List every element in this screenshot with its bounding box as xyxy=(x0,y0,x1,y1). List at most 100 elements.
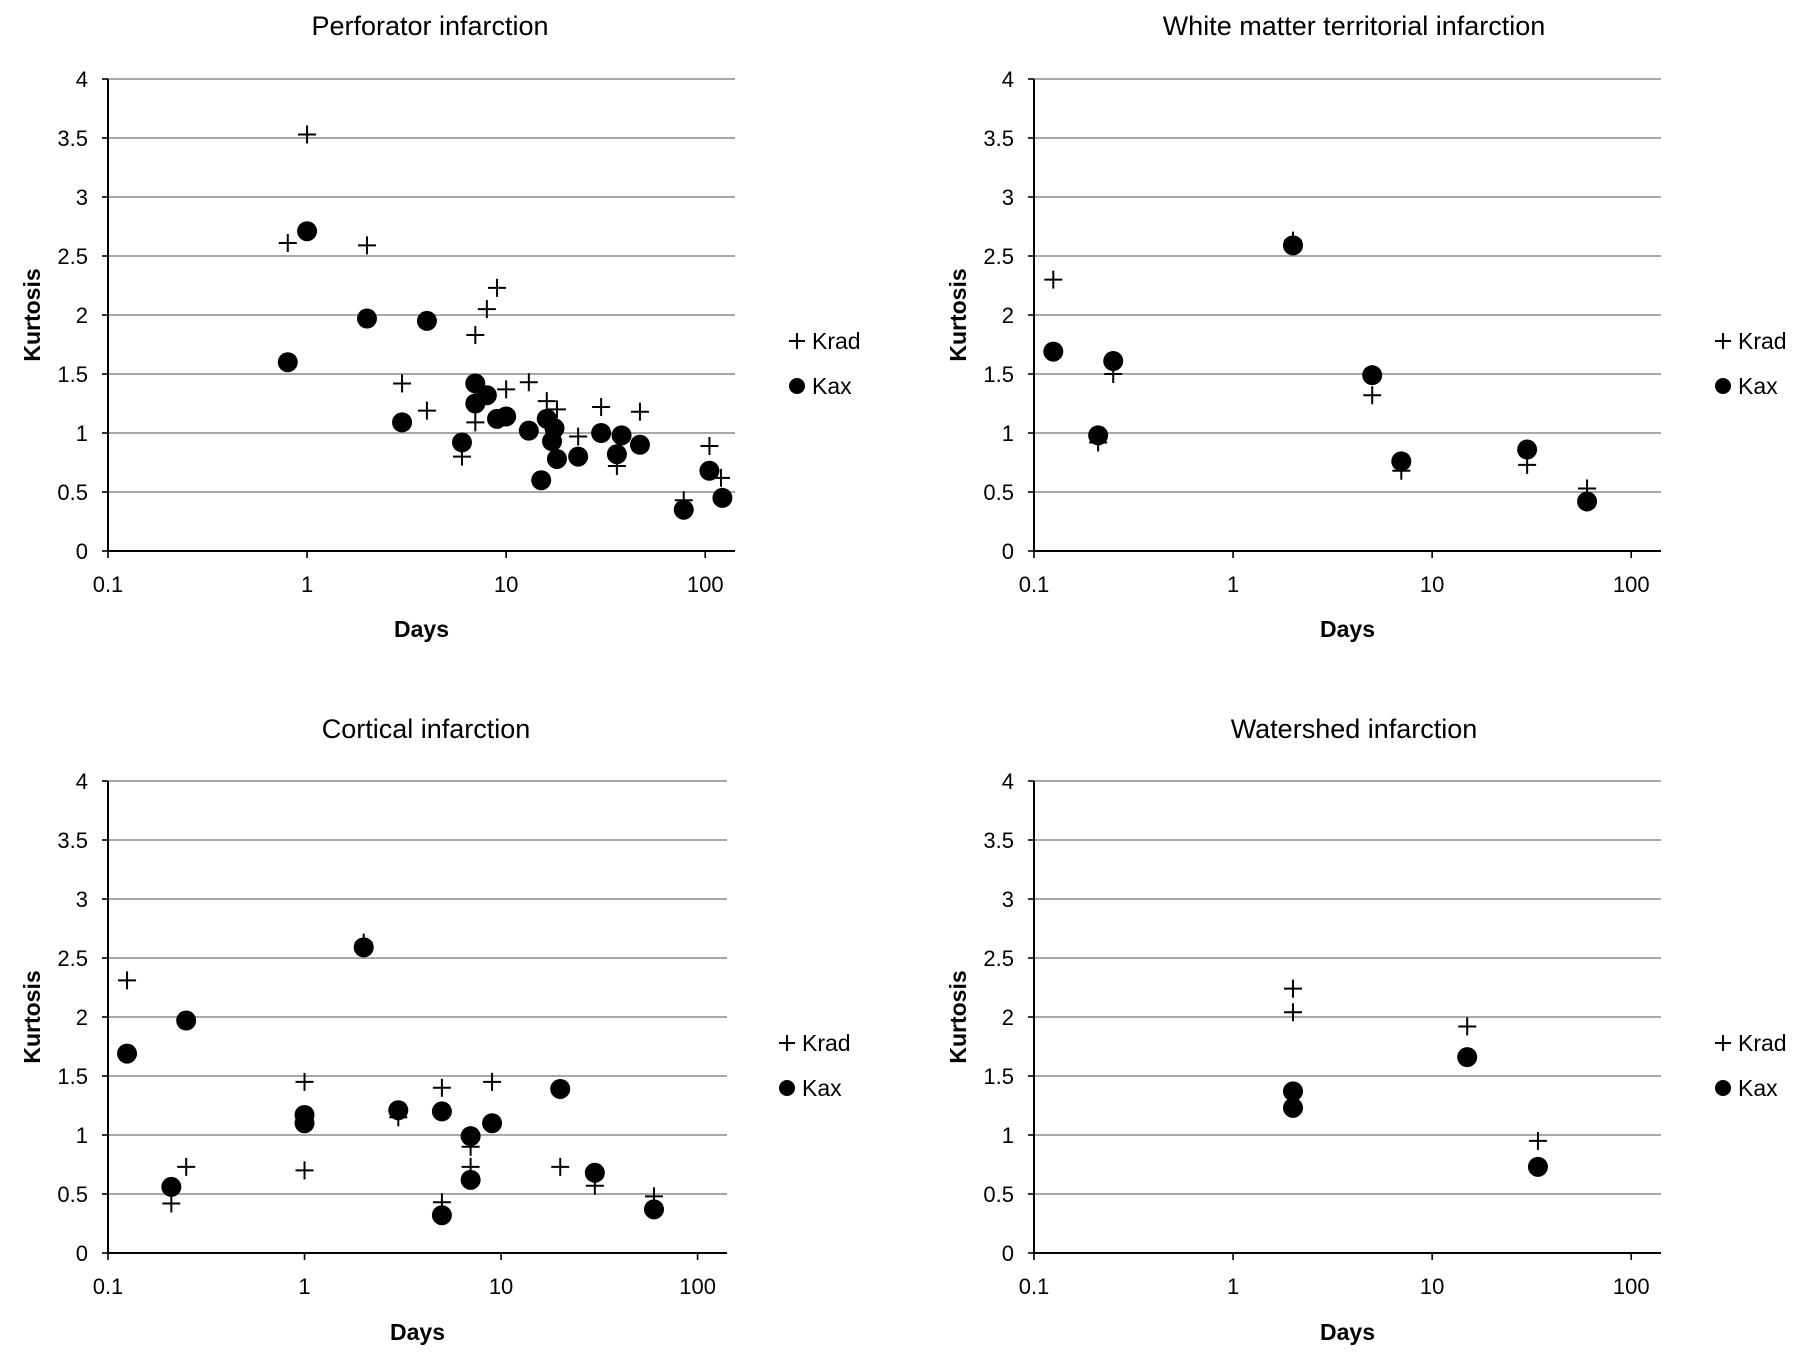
data-point-kax xyxy=(606,444,627,465)
y-tick-label: 3.5 xyxy=(57,126,88,151)
y-tick-label: 0 xyxy=(76,539,88,564)
y-tick-label: 3.5 xyxy=(983,126,1014,151)
data-point-krad xyxy=(700,436,719,455)
y-tick-label: 3.5 xyxy=(983,828,1014,853)
legend: Krad Kax xyxy=(789,328,861,399)
data-point-kax xyxy=(277,352,298,373)
y-tick-label: 2.5 xyxy=(983,244,1014,269)
data-point-kax xyxy=(476,385,497,406)
data-point-kax xyxy=(353,937,374,958)
chart-title: Perforator infarction xyxy=(311,11,548,41)
data-point-kax xyxy=(544,418,565,439)
x-tick-label: 0.1 xyxy=(93,1274,124,1299)
data-point-kax xyxy=(1282,1097,1303,1118)
data-point-kax xyxy=(460,1126,481,1147)
y-tick-label: 1.5 xyxy=(57,1064,88,1089)
y-tick-label: 3 xyxy=(76,185,88,210)
data-point-krad xyxy=(466,326,485,345)
legend-label: Krad xyxy=(1738,1030,1787,1056)
data-point-kax xyxy=(1517,439,1538,460)
data-point-kax xyxy=(1362,365,1383,386)
legend-item-kax: Kax xyxy=(1715,1075,1778,1101)
data-point-kax xyxy=(673,499,694,520)
data-point-krad xyxy=(537,392,556,411)
y-tick-label: 0.5 xyxy=(57,480,88,505)
legend-item-kax: Kax xyxy=(789,373,852,399)
data-point-kax xyxy=(416,310,437,331)
legend-label: Kax xyxy=(812,373,852,399)
data-point-kax xyxy=(712,487,733,508)
legend-item-krad: Krad xyxy=(789,328,861,354)
data-point-kax xyxy=(1282,235,1303,256)
data-point-krad xyxy=(1528,1131,1547,1150)
data-point-krad xyxy=(1283,1003,1302,1022)
x-tick-label: 0.1 xyxy=(1019,572,1050,597)
y-tick-label: 2.5 xyxy=(57,244,88,269)
y-tick-label: 1 xyxy=(76,421,88,446)
data-point-krad xyxy=(298,125,317,144)
y-tick-label: 4 xyxy=(1002,67,1014,92)
y-tick-label: 2 xyxy=(76,1005,88,1030)
chart-panel-1: Perforator infarction 0 0.5 1 1.5 2 2.5 3 3.5 4 0.… xyxy=(19,11,861,642)
data-point-krad xyxy=(1363,386,1382,405)
x-tick-label: 100 xyxy=(1613,1274,1650,1299)
legend-label: Krad xyxy=(1738,328,1787,354)
data-point-kax xyxy=(1088,425,1109,446)
y-tick-label: 4 xyxy=(1002,769,1014,794)
legend-marker-circle xyxy=(1715,1080,1731,1096)
data-point-kax xyxy=(643,1199,664,1220)
data-point-krad xyxy=(1044,270,1063,289)
legend: Krad Kax xyxy=(1715,1030,1787,1101)
data-point-kax xyxy=(388,1100,409,1121)
y-tick-label: 0.5 xyxy=(983,480,1014,505)
data-point-kax xyxy=(584,1162,605,1183)
chart-panel-4: Watershed infarction 0 0.5 1 1.5 2 2.5 3 3.5 4 0.1… xyxy=(945,714,1787,1345)
x-tick-label: 1 xyxy=(1227,1274,1239,1299)
x-axis-label: Days xyxy=(1320,1319,1375,1345)
x-tick-label: 1 xyxy=(298,1274,310,1299)
series-kax xyxy=(277,221,733,520)
data-point-kax xyxy=(1527,1156,1548,1177)
data-point-kax xyxy=(591,423,612,443)
data-point-kax xyxy=(1043,341,1064,362)
data-point-kax xyxy=(176,1010,197,1031)
legend-marker-circle xyxy=(789,378,805,394)
data-point-kax xyxy=(568,446,589,467)
y-tick-label: 2 xyxy=(1002,1005,1014,1030)
y-tick-label: 2 xyxy=(1002,303,1014,328)
chart-panel-2: White matter territorial infarction 0 0.5 1… xyxy=(945,11,1787,642)
y-tick-label: 3 xyxy=(1002,887,1014,912)
x-tick-label: 100 xyxy=(1613,572,1650,597)
legend-item-krad: Krad xyxy=(1715,1030,1787,1056)
data-point-krad xyxy=(569,427,588,446)
y-tick-label: 4 xyxy=(76,67,88,92)
legend: Krad Kax xyxy=(1715,328,1787,399)
data-point-krad xyxy=(466,413,485,432)
series-krad xyxy=(278,125,730,510)
data-point-kax xyxy=(117,1043,138,1064)
y-tick-label: 1 xyxy=(1002,421,1014,446)
data-point-kax xyxy=(294,1113,315,1134)
data-point-krad xyxy=(177,1157,196,1176)
series-krad xyxy=(1283,979,1547,1150)
data-point-kax xyxy=(518,420,539,441)
data-point-kax xyxy=(531,470,552,491)
x-tick-label: 10 xyxy=(494,572,518,597)
series-kax xyxy=(117,937,664,1226)
data-point-krad xyxy=(118,971,137,990)
data-point-kax xyxy=(611,425,632,446)
legend-label: Kax xyxy=(1738,1075,1778,1101)
data-point-krad xyxy=(357,236,376,255)
data-point-kax xyxy=(1457,1047,1478,1068)
y-axis-label: Kurtosis xyxy=(945,268,971,361)
y-tick-label: 4 xyxy=(76,769,88,794)
data-point-krad xyxy=(519,373,538,392)
x-tick-label: 100 xyxy=(687,572,724,597)
data-point-kax xyxy=(550,1078,571,1099)
data-point-krad xyxy=(477,300,496,319)
legend-item-kax: Kax xyxy=(1715,373,1778,399)
legend-label: Krad xyxy=(802,1030,851,1056)
y-axis-label: Kurtosis xyxy=(19,268,45,361)
data-point-krad xyxy=(488,278,507,297)
y-axis-label: Kurtosis xyxy=(945,970,971,1063)
